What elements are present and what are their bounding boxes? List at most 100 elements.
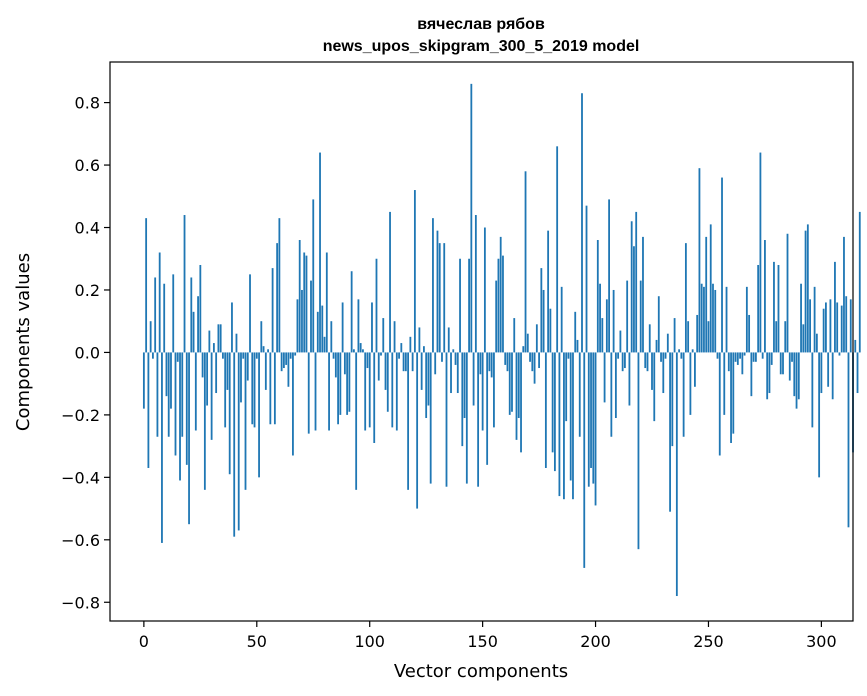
bar-237 [678, 349, 681, 353]
bar-110 [391, 352, 394, 428]
bar-48 [251, 352, 254, 425]
bar-33 [217, 324, 220, 353]
bar-185 [560, 286, 563, 353]
bar-19 [185, 352, 188, 465]
bar-217 [633, 246, 635, 353]
bar-305 [831, 352, 834, 400]
x-axis-ticks: 0 50 100 150 200 250 300 [139, 621, 837, 651]
bar-289 [795, 352, 798, 409]
y-axis-ticks: −0.8 −0.6 −0.4 −0.2 0.0 0.2 0.4 0.6 0.8 [61, 94, 110, 612]
bar-138 [454, 352, 457, 365]
bar-108 [386, 352, 389, 412]
bar-144 [468, 258, 470, 353]
bar-127 [429, 352, 432, 484]
bar-197 [587, 352, 590, 487]
bar-240 [684, 243, 687, 353]
bar-104 [377, 352, 380, 381]
bar-74 [310, 280, 312, 353]
bar-248 [703, 286, 705, 353]
y-tick-label: 0.8 [75, 94, 100, 113]
bar-58 [273, 352, 276, 425]
bar-188 [567, 352, 570, 359]
bar-306 [834, 261, 836, 353]
bar-13 [172, 274, 175, 353]
bar-136 [450, 352, 452, 394]
bar-202 [599, 283, 601, 353]
bar-95 [357, 299, 360, 353]
bar-12 [170, 352, 172, 409]
bar-262 [734, 352, 737, 362]
bar-269 [750, 352, 753, 397]
bar-223 [646, 352, 649, 372]
bar-50 [255, 352, 258, 359]
bar-283 [782, 352, 784, 375]
bar-140 [459, 258, 461, 353]
bar-260 [730, 352, 732, 443]
bar-152 [486, 352, 489, 465]
bar-299 [818, 352, 821, 478]
bar-181 [551, 352, 554, 453]
bar-43 [240, 352, 242, 403]
bar-252 [712, 283, 714, 353]
bar-2 [147, 352, 150, 468]
bar-251 [709, 224, 712, 353]
bar-261 [732, 352, 735, 434]
bar-1 [145, 218, 148, 353]
bar-298 [815, 333, 818, 353]
bar-204 [603, 352, 606, 403]
bar-246 [698, 168, 701, 353]
bar-255 [718, 352, 721, 456]
bar-0 [142, 352, 145, 409]
bar-207 [610, 352, 613, 437]
bar-162 [508, 352, 511, 415]
bar-178 [544, 352, 547, 468]
bar-242 [689, 352, 692, 415]
bar-291 [800, 283, 802, 353]
bar-180 [549, 308, 552, 353]
bar-141 [461, 352, 464, 447]
bar-79 [321, 305, 324, 353]
bar-278 [770, 352, 773, 365]
bar-63 [285, 352, 288, 365]
bar-115 [402, 352, 405, 372]
x-tick-label: 100 [354, 632, 385, 651]
bar-216 [630, 221, 633, 353]
bar-196 [585, 205, 588, 353]
bar-113 [398, 352, 400, 359]
y-tick-label: −0.4 [61, 468, 100, 487]
bar-28 [206, 352, 209, 406]
bar-257 [723, 352, 726, 415]
bar-31 [212, 343, 215, 353]
bar-38 [228, 352, 231, 475]
bar-146 [472, 352, 475, 406]
bar-128 [432, 218, 434, 353]
bar-87 [339, 352, 342, 415]
bar-123 [420, 352, 423, 390]
bar-5 [154, 277, 157, 353]
bar-234 [671, 352, 674, 447]
bar-4 [152, 352, 154, 359]
bar-259 [727, 352, 730, 372]
bar-125 [425, 352, 428, 419]
bar-56 [269, 352, 272, 425]
bar-57 [271, 268, 274, 353]
bar-249 [705, 236, 708, 353]
bar-165 [515, 352, 518, 440]
bar-130 [436, 230, 439, 353]
bar-228 [657, 296, 660, 353]
bar-157 [497, 258, 500, 353]
bar-222 [644, 352, 647, 369]
bar-312 [847, 352, 850, 528]
bar-253 [714, 289, 717, 353]
bar-294 [806, 224, 809, 353]
bar-303 [827, 352, 830, 387]
bar-75 [312, 199, 315, 353]
bar-25 [199, 264, 202, 353]
bar-112 [395, 352, 398, 431]
bar-102 [373, 352, 376, 443]
bar-238 [680, 352, 683, 359]
bar-166 [517, 352, 520, 419]
x-tick-label: 150 [467, 632, 498, 651]
bar-190 [572, 352, 574, 500]
x-tick-label: 300 [806, 632, 837, 651]
